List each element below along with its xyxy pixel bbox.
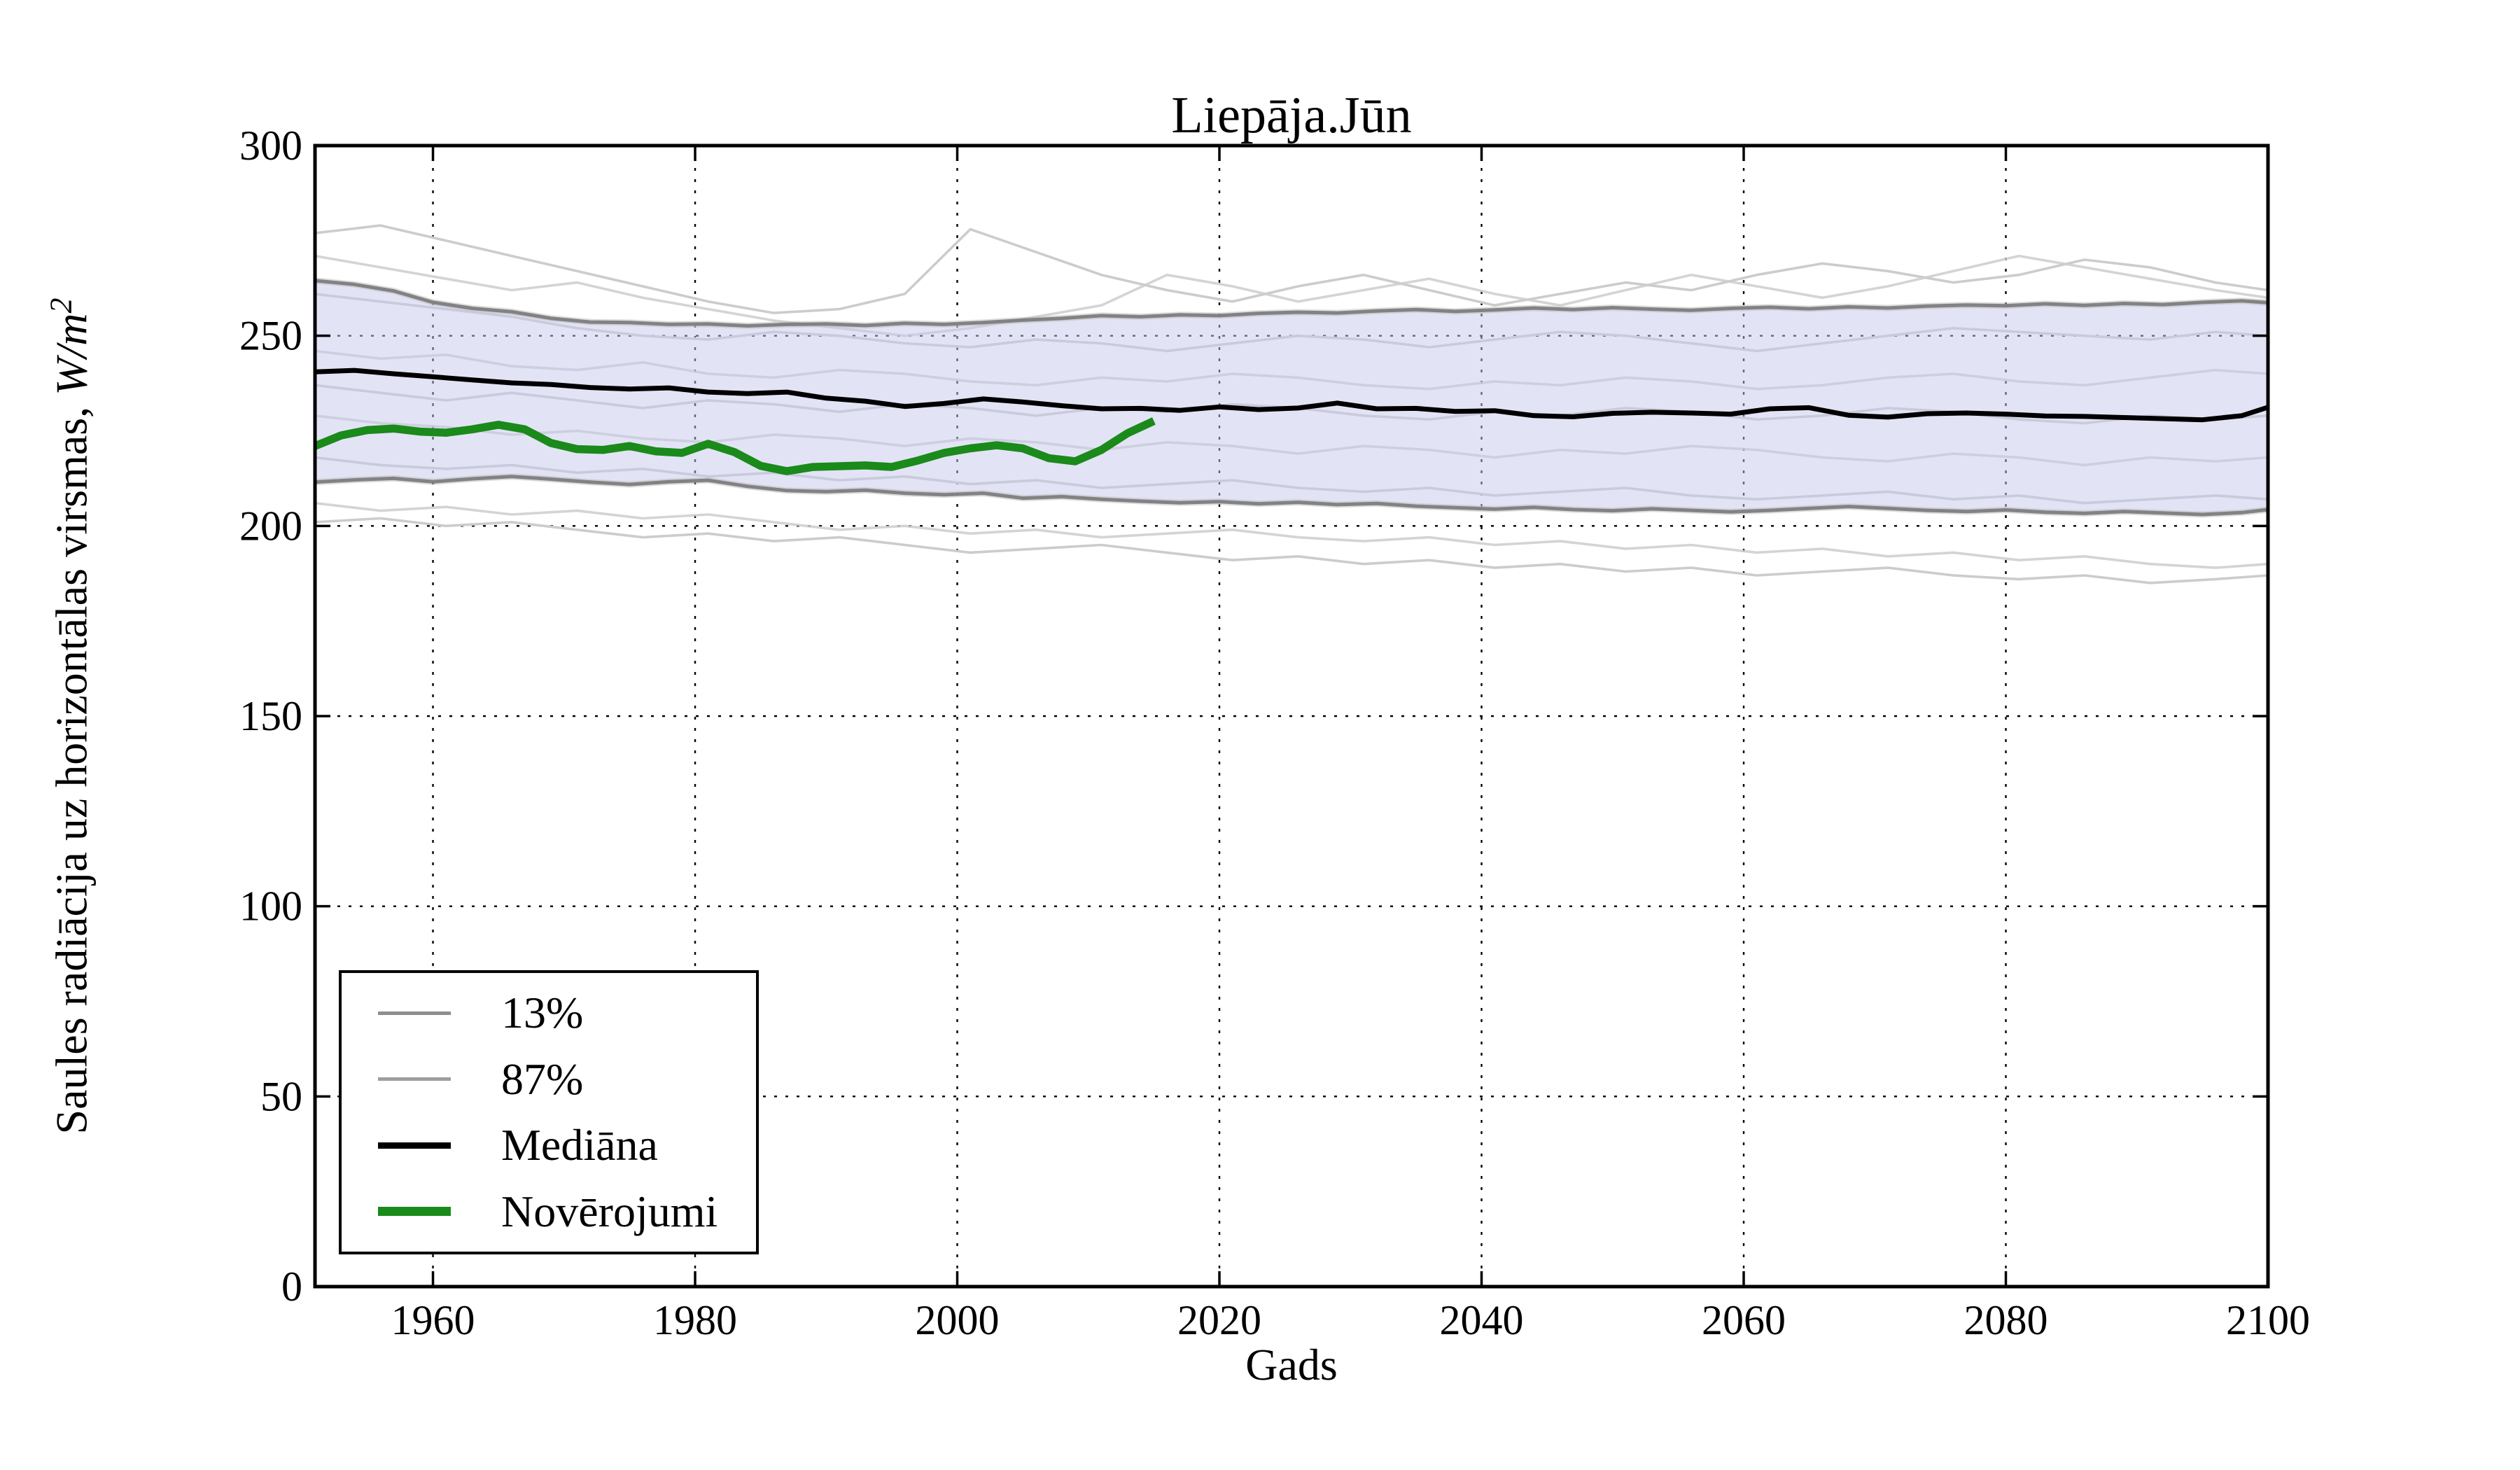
legend-item-median: Mediāna [342, 1113, 756, 1177]
x-tick-label: 2060 [1702, 1297, 1786, 1343]
ensemble-member-line [314, 254, 2269, 337]
x-tick-label: 2020 [1177, 1297, 1261, 1343]
legend-line-sample-13pct [378, 1011, 451, 1015]
legend-label: 13% [501, 988, 584, 1038]
legend-item-observations: Novērojumi [342, 1180, 756, 1244]
y-tick-label: 150 [239, 693, 302, 739]
x-tick-label: 2080 [1964, 1297, 2048, 1343]
legend-line-sample-median [378, 1142, 451, 1149]
legend-item-13pct: 13% [342, 981, 756, 1045]
ensemble-member-line [314, 517, 2269, 584]
y-tick-label: 300 [239, 122, 302, 169]
y-tick-label: 50 [260, 1073, 302, 1119]
legend-item-87pct: 87% [342, 1047, 756, 1112]
legend-line-sample-observations [378, 1207, 451, 1217]
ensemble-member-line [314, 501, 2269, 569]
y-axis-label-text: Saules radiācija uz horizontālas virsmas… [46, 395, 97, 1135]
legend: 13% 87% Mediāna Novērojumi [339, 970, 759, 1254]
percentile-13-line [314, 475, 2269, 517]
percentile-87-line [314, 279, 2269, 328]
y-axis-label-units: W/m [46, 313, 97, 396]
page-title: Liepāja.Jūn [1171, 87, 1412, 144]
y-tick-label: 100 [239, 883, 302, 930]
observations-line [313, 417, 1156, 475]
y-tick-label: 0 [281, 1264, 302, 1310]
y-axis-label-exponent: 2 [43, 298, 78, 314]
y-tick-label: 200 [239, 503, 302, 549]
legend-label: Mediāna [501, 1120, 658, 1170]
x-tick-label: 1980 [653, 1297, 737, 1343]
percentile-band-fill [315, 280, 2268, 514]
legend-label: Novērojumi [501, 1186, 718, 1236]
y-tick-label: 250 [239, 313, 302, 359]
x-tick-label: 2000 [916, 1297, 1000, 1343]
legend-line-sample-87pct [378, 1077, 451, 1082]
x-tick-label: 2040 [1440, 1297, 1524, 1343]
legend-label: 87% [501, 1054, 584, 1104]
x-axis-label: Gads [1245, 1340, 1338, 1390]
y-axis-label: Saules radiācija uz horizontālas virsmas… [38, 298, 97, 1135]
x-tick-label: 2100 [2226, 1297, 2310, 1343]
x-tick-label: 1960 [391, 1297, 475, 1343]
median-line [314, 368, 2269, 423]
ensemble-member-line [314, 224, 2269, 314]
